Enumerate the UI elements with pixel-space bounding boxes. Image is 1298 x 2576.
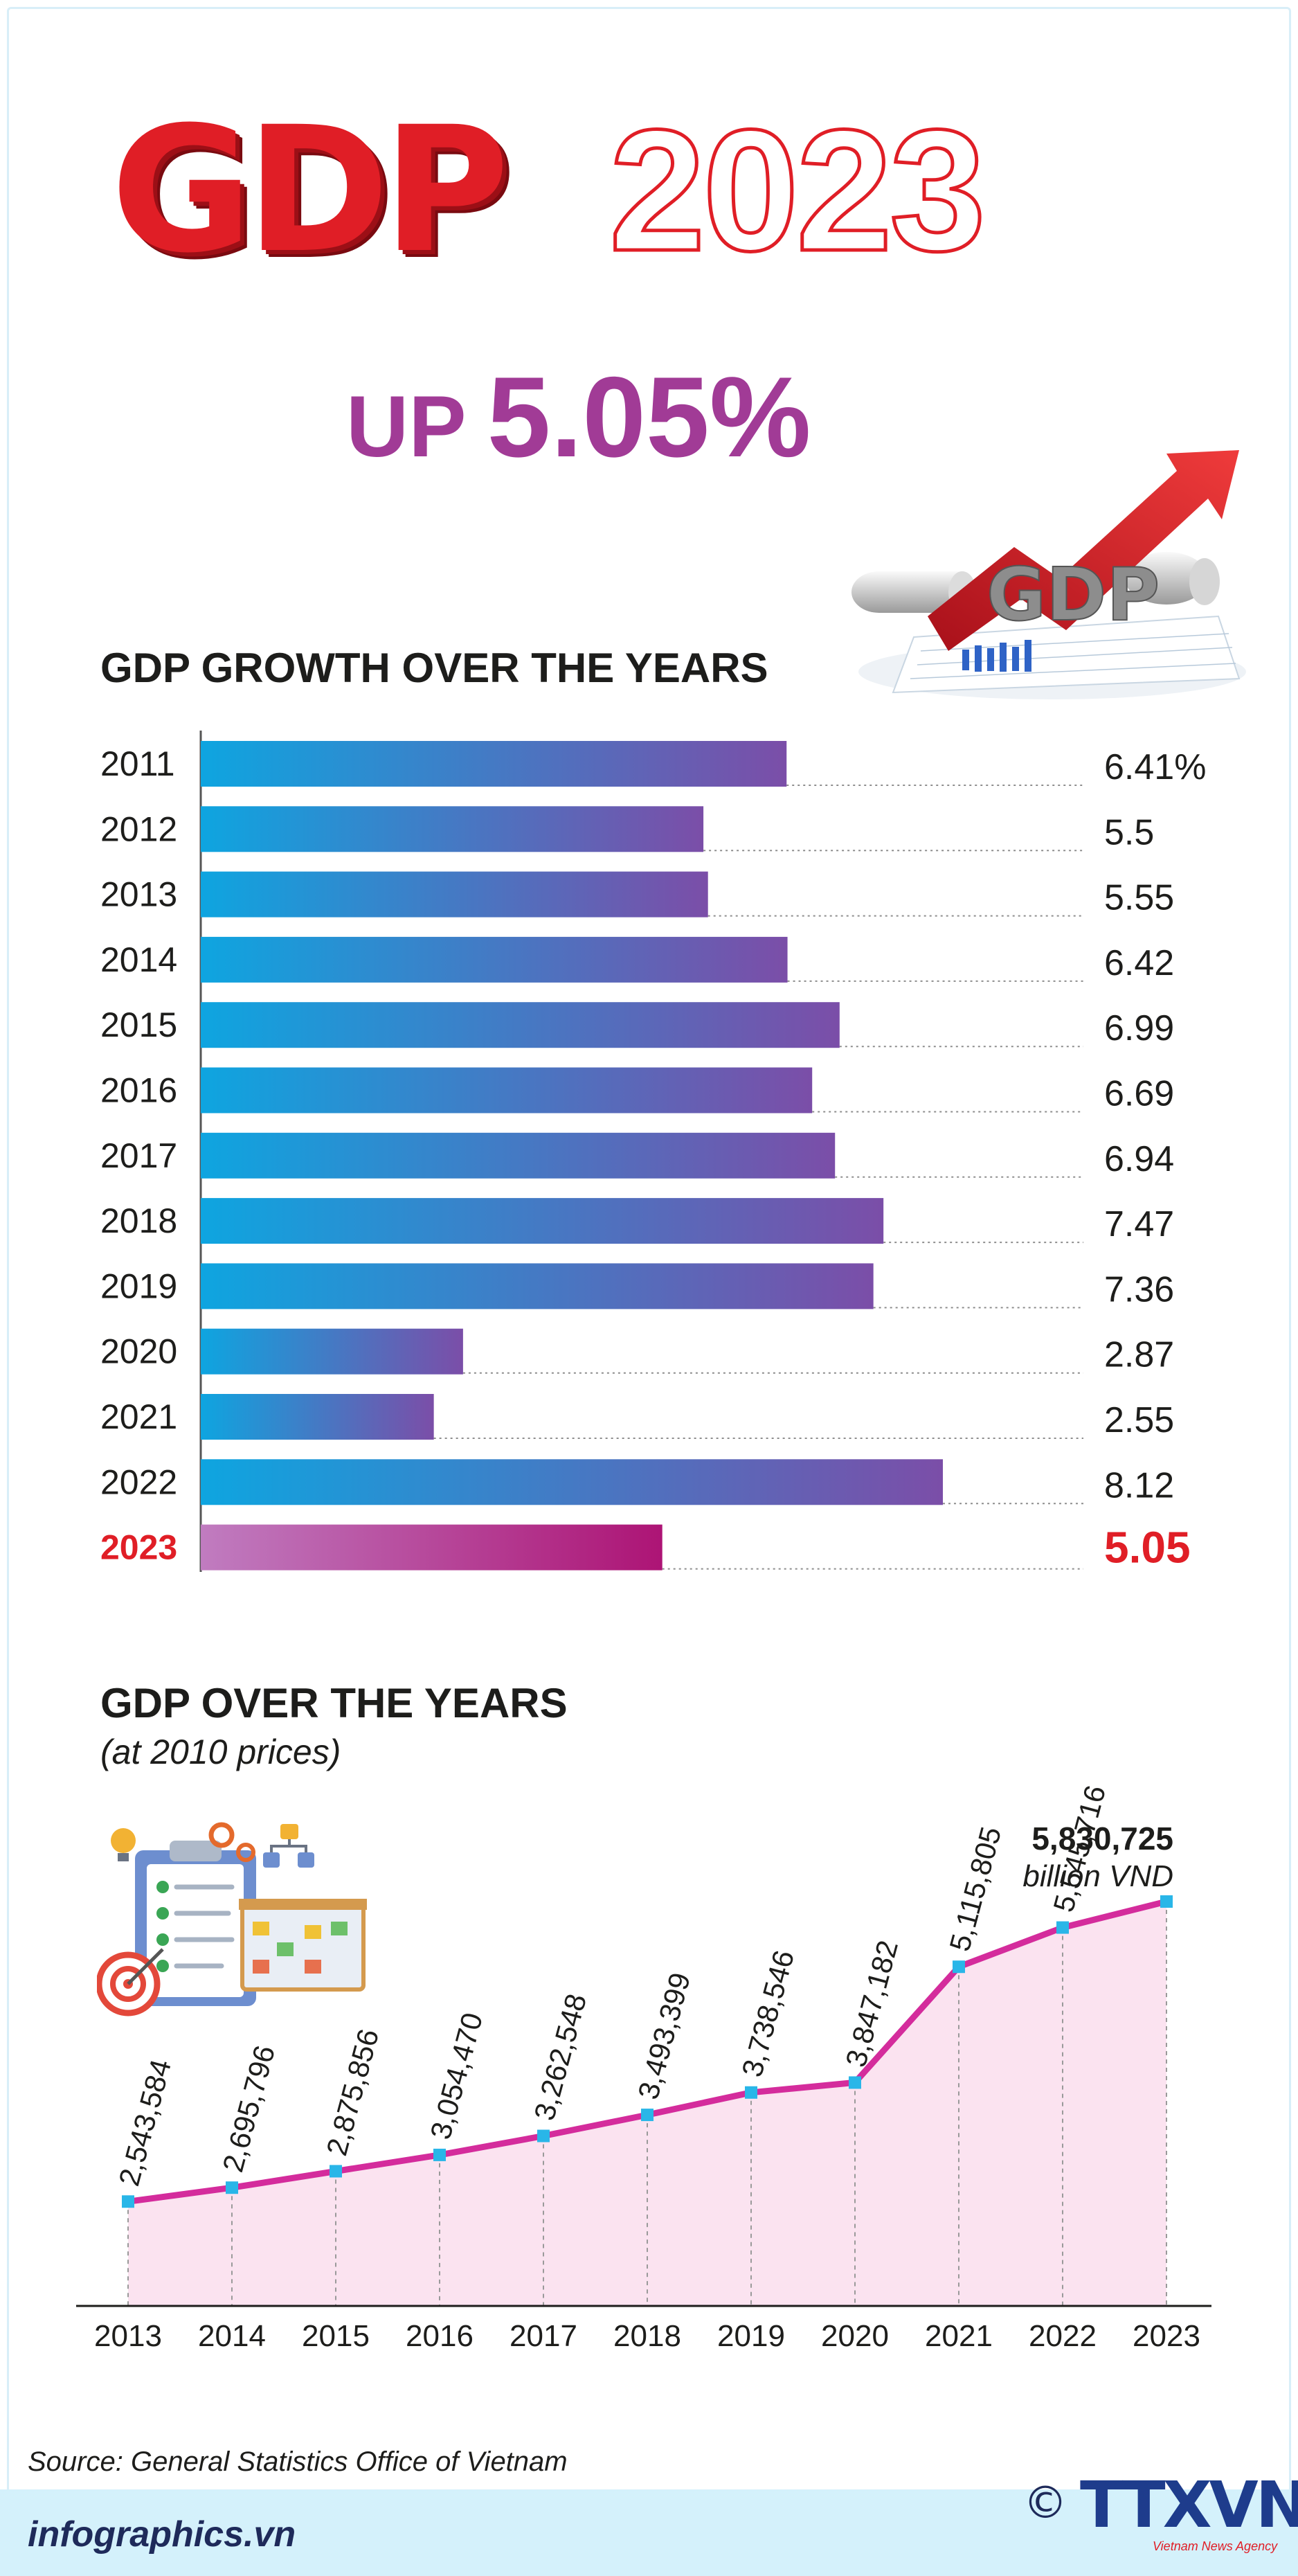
gdp-year-label: 2023 <box>1133 2319 1200 2353</box>
bar-2012 <box>201 806 704 852</box>
gdp-year-label: 2013 <box>94 2319 162 2353</box>
gdp-point-2018 <box>641 2109 653 2122</box>
bar-value-label: 6.99 <box>1104 1008 1174 1048</box>
bar-2019 <box>201 1263 874 1309</box>
gdp-point-2015 <box>330 2165 342 2178</box>
up-label: UP <box>346 379 467 475</box>
gdp-value-label: 3,493,399 <box>631 1969 696 2103</box>
gdp-point-2016 <box>433 2148 446 2161</box>
gdp-year-label: 2020 <box>821 2319 889 2353</box>
bar-category-label: 2014 <box>100 940 177 979</box>
bar-2011 <box>201 741 787 787</box>
gdp-point-2017 <box>537 2129 550 2143</box>
bar-2017 <box>201 1132 836 1179</box>
bar-category-label: 2023 <box>100 1528 177 1567</box>
copyright-symbol: © <box>1023 2478 1067 2529</box>
growth-headline: UP 5.05% <box>346 360 811 474</box>
bar-value-label: 5.05 <box>1104 1523 1191 1573</box>
gdp-point-2021 <box>953 1960 965 1974</box>
up-value: 5.05% <box>487 353 811 481</box>
bar-category-label: 2016 <box>100 1071 177 1110</box>
gdp-point-2014 <box>226 2181 238 2194</box>
footer-bar <box>0 2489 1298 2576</box>
gdp-year-label: 2021 <box>925 2319 993 2353</box>
gdp-point-2019 <box>745 2086 757 2099</box>
ttxvn-logo: TTXVN <box>1080 2468 1298 2542</box>
gdp-value-label: 3,738,546 <box>735 1947 800 2080</box>
ttxvn-logo-tagline: Vietnam News Agency <box>1153 2539 1278 2553</box>
title-year: 2023 <box>607 93 987 287</box>
site-link[interactable]: infographics.vn <box>28 2514 296 2555</box>
gdp-value-label: 2,543,584 <box>112 2056 177 2190</box>
bar-value-label: 6.41% <box>1104 747 1206 787</box>
bar-value-label: 2.55 <box>1104 1400 1174 1440</box>
gdp-year-label: 2018 <box>613 2319 681 2353</box>
gdp-year-label: 2015 <box>302 2319 370 2353</box>
bar-value-label: 8.12 <box>1104 1465 1174 1505</box>
bar-value-label: 5.55 <box>1104 878 1174 918</box>
bar-category-label: 2013 <box>100 875 177 914</box>
bar-2022 <box>201 1459 943 1505</box>
gdp-value-label: 2,875,856 <box>320 2025 385 2159</box>
bar-2016 <box>201 1067 813 1113</box>
gdp-unit-label: billion VND <box>1022 1859 1173 1893</box>
bar-value-label: 2.87 <box>1104 1335 1174 1375</box>
bar-value-label: 6.42 <box>1104 943 1174 983</box>
gdp-point-2020 <box>849 2076 861 2089</box>
bar-category-label: 2019 <box>100 1267 177 1305</box>
bar-category-label: 2018 <box>100 1201 177 1240</box>
bar-value-label: 5.5 <box>1104 812 1154 852</box>
gdp-value-label: 3,054,470 <box>424 2010 489 2143</box>
task-board-icon <box>97 1822 367 2016</box>
growth-bar-chart: 2011 6.41% 2012 5.5 2013 5.55 2014 6.42 2015 6.99… <box>100 731 1206 1573</box>
bar-value-label: 6.94 <box>1104 1139 1174 1179</box>
bar-2013 <box>201 871 708 918</box>
gdp-value-label: 2,695,796 <box>216 2042 281 2176</box>
bar-2014 <box>201 936 788 983</box>
gdp-icon-text: GDP <box>986 553 1160 637</box>
bar-category-label: 2020 <box>100 1332 177 1371</box>
gdp-area-chart: 2013 2,543,584 2014 2,695,796 2015 2,875,856 2… <box>76 1782 1211 2353</box>
bar-value-label: 6.69 <box>1104 1074 1174 1114</box>
gdp-point-2022 <box>1056 1921 1069 1934</box>
bar-2021 <box>201 1394 434 1440</box>
gdp-point-2023 <box>1160 1895 1173 1908</box>
bar-chart-title: GDP GROWTH OVER THE YEARS <box>100 645 768 691</box>
gdp-point-2013 <box>122 2195 134 2208</box>
line-chart-subtitle: (at 2010 prices) <box>100 1733 341 1771</box>
bar-value-label: 7.47 <box>1104 1204 1174 1244</box>
gdp-year-label: 2022 <box>1029 2319 1097 2353</box>
bar-category-label: 2021 <box>100 1397 177 1436</box>
gdp-year-label: 2016 <box>406 2319 474 2353</box>
gdp-growth-icon: GDP <box>851 450 1246 699</box>
bar-category-label: 2022 <box>100 1463 177 1501</box>
bar-2018 <box>201 1198 884 1244</box>
bar-value-label: 7.36 <box>1104 1269 1174 1309</box>
bar-2023 <box>201 1524 662 1571</box>
gdp-latest-value-label: 5,830,725 <box>1031 1821 1173 1857</box>
bar-2020 <box>201 1328 463 1375</box>
gdp-value-label: 5,115,805 <box>943 1823 1007 1955</box>
gdp-area-fill <box>128 1902 1166 2306</box>
bar-category-label: 2017 <box>100 1136 177 1175</box>
source-note: Source: General Statistics Office of Vie… <box>28 2447 568 2477</box>
title-gdp: GDP <box>111 89 510 291</box>
line-chart-title: GDP OVER THE YEARS <box>100 1680 568 1726</box>
bar-category-label: 2011 <box>100 744 175 783</box>
gdp-year-label: 2017 <box>510 2319 577 2353</box>
gdp-year-label: 2014 <box>198 2319 266 2353</box>
bar-category-label: 2015 <box>100 1005 177 1044</box>
bar-2015 <box>201 1002 840 1048</box>
gdp-year-label: 2019 <box>717 2319 785 2353</box>
gdp-value-label: 3,262,548 <box>528 1990 593 2124</box>
bar-category-label: 2012 <box>100 810 177 848</box>
